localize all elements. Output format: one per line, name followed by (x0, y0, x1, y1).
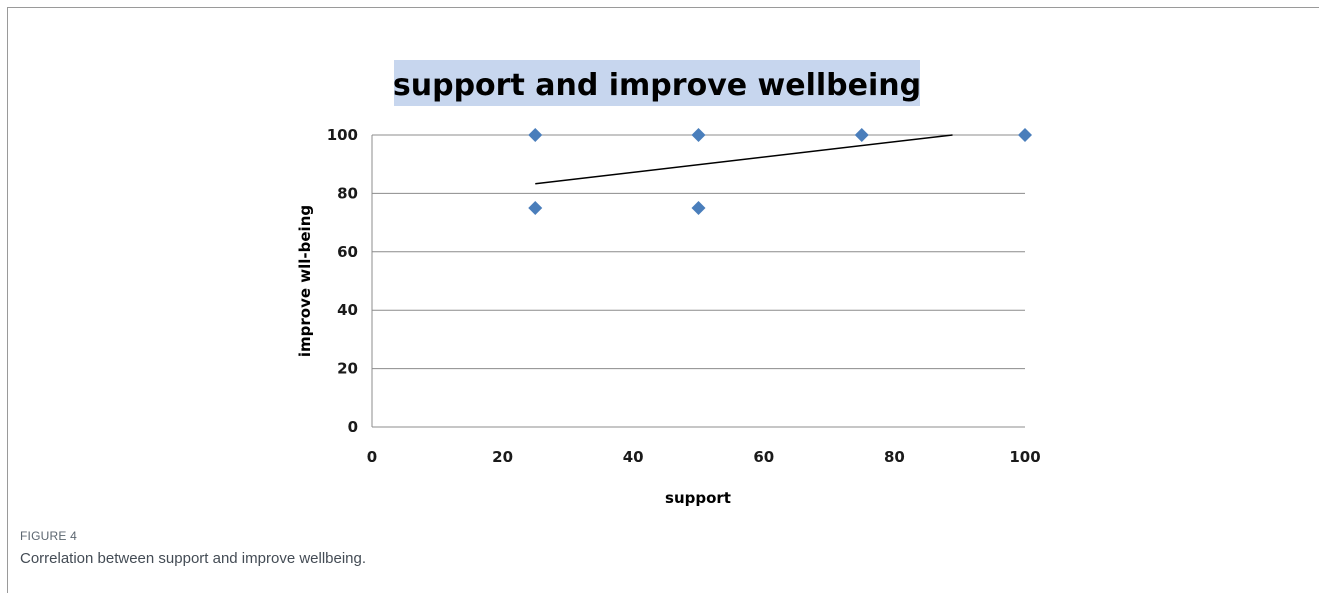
y-tick-label: 20 (337, 360, 358, 378)
x-tick-label: 40 (623, 448, 644, 466)
x-tick-label: 0 (367, 448, 377, 466)
x-axis-title: support (665, 489, 731, 507)
scatter-point (528, 128, 543, 142)
y-tick-label: 40 (337, 301, 358, 319)
x-tick-label: 20 (492, 448, 513, 466)
scatter-point (691, 201, 706, 215)
x-tick-labels: 0 20 40 60 80 100 (367, 448, 1041, 466)
chart-title: support and improve wellbeing (393, 68, 921, 103)
y-tick-label: 100 (327, 126, 358, 144)
y-axis-title: improve wll-being (296, 205, 314, 357)
scatter-point (1018, 128, 1032, 142)
y-tick-label: 0 (348, 418, 358, 436)
y-tick-label: 60 (337, 243, 358, 261)
data-points (528, 128, 1032, 215)
chart-title-background (394, 60, 920, 106)
figure-frame (7, 7, 1319, 593)
figure-caption: Correlation between support and improve … (20, 550, 367, 567)
scatter-point (854, 128, 869, 142)
gridlines (372, 134, 1025, 370)
trendline (535, 134, 953, 185)
figure-label: FIGURE 4 (20, 529, 77, 543)
axes (371, 135, 1025, 428)
y-tick-label: 80 (337, 184, 358, 202)
trendline-layer (535, 134, 953, 185)
y-tick-labels: 0 20 40 60 80 100 (327, 126, 358, 436)
x-tick-label: 100 (1009, 448, 1040, 466)
scatter-chart: support and improve wellbeing 0 20 40 60 80 1… (296, 60, 1041, 507)
x-tick-label: 60 (753, 448, 774, 466)
scatter-point (691, 128, 706, 142)
x-tick-label: 80 (884, 448, 905, 466)
scatter-point (528, 201, 543, 215)
